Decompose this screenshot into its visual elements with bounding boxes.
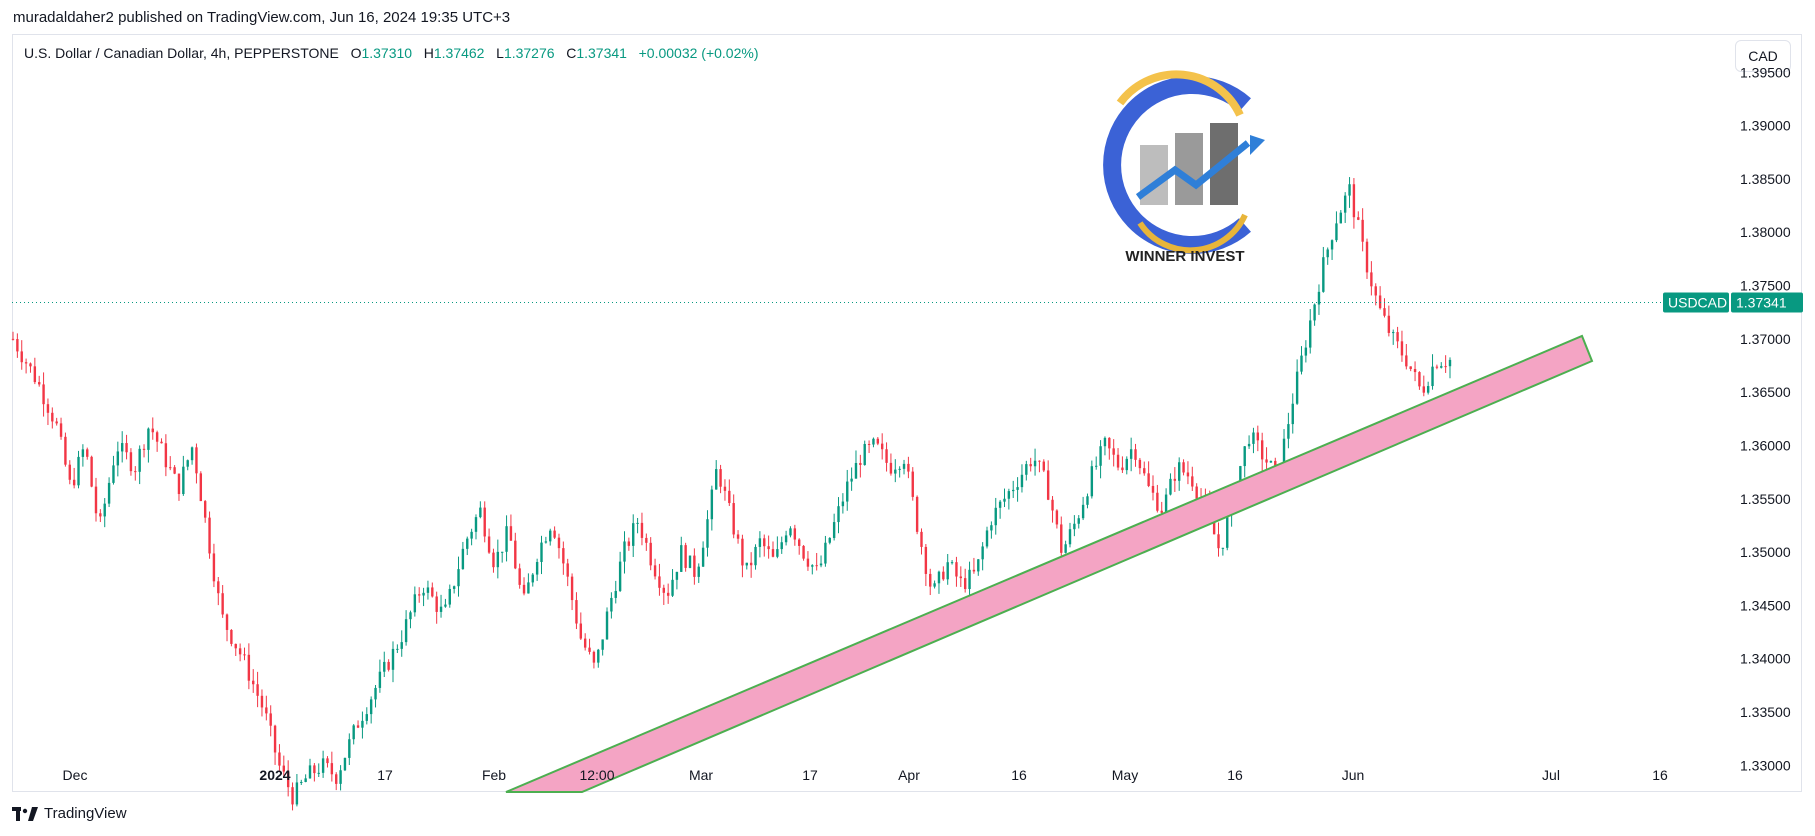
tradingview-footer[interactable]: TradingView [12, 805, 127, 822]
open-label: O [350, 45, 362, 61]
published-by-line: muradaldaher2 published on TradingView.c… [13, 9, 511, 26]
close-label: C [566, 45, 577, 61]
high-value: 1.37462 [433, 45, 485, 61]
tradingview-brand: TradingView [44, 805, 127, 822]
low-label: L [496, 45, 504, 61]
symbol-description[interactable]: U.S. Dollar / Canadian Dollar, 4h, PEPPE… [24, 45, 339, 61]
high-label: H [423, 45, 434, 61]
tradingview-logo-icon [12, 806, 38, 821]
currency-button[interactable]: CAD [1735, 40, 1791, 72]
open-value: 1.37310 [361, 45, 413, 61]
chart-frame [12, 34, 1802, 792]
close-value: 1.37341 [576, 45, 627, 61]
change-value: +0.00032 (+0.02%) [638, 45, 759, 61]
low-value: 1.37276 [503, 45, 555, 61]
chart-legend: U.S. Dollar / Canadian Dollar, 4h, PEPPE… [24, 45, 759, 61]
